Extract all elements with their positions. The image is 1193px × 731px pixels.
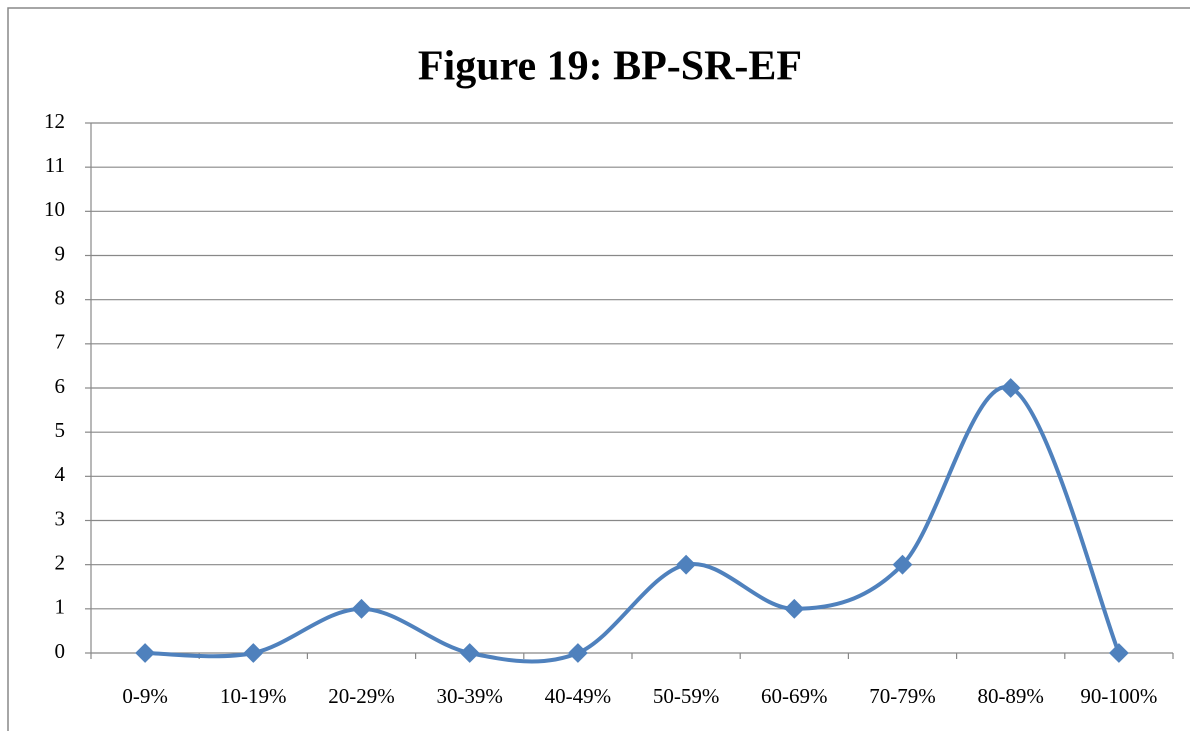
- marker: [243, 643, 264, 663]
- y-tick-label: 8: [55, 285, 66, 309]
- x-tick-label: 60-69%: [761, 684, 828, 708]
- x-tick-label: 20-29%: [328, 684, 395, 708]
- marker: [784, 598, 805, 619]
- marker: [676, 554, 696, 575]
- x-tick-label: 30-39%: [436, 684, 503, 708]
- y-tick-label: 10: [44, 197, 65, 221]
- y-tick-label: 12: [44, 109, 65, 133]
- line: [145, 385, 1121, 664]
- y-tick-label: 0: [55, 639, 66, 663]
- y-tick-label: 6: [55, 374, 66, 398]
- x-tick-label: 40-49%: [545, 684, 612, 708]
- x-tick-label: 70-79%: [869, 684, 936, 708]
- chart-frame: [7, 7, 1190, 731]
- y-tick-label: 9: [55, 241, 66, 265]
- marker: [135, 643, 155, 663]
- x-tick-label: 10-19%: [220, 684, 287, 708]
- chart-title: Figure 19: BP-SR-EF: [418, 44, 802, 90]
- marker: [1000, 378, 1021, 398]
- x-tick-label: 90-100%: [1080, 684, 1157, 708]
- y-tick-label: 4: [55, 462, 66, 486]
- x-tick-label: 0-9%: [122, 684, 168, 708]
- marker: [892, 554, 913, 575]
- y-tick-label: 1: [55, 595, 66, 619]
- y-tick-label: 2: [55, 550, 66, 574]
- marker: [1109, 643, 1129, 663]
- y-tick-label: 7: [55, 330, 66, 354]
- y-tick-label: 11: [45, 153, 65, 177]
- y-tick-label: 5: [55, 418, 66, 442]
- marker: [351, 598, 372, 619]
- y-tick-label: 3: [55, 506, 66, 530]
- marker: [459, 643, 480, 663]
- x-tick-label: 80-89%: [977, 684, 1044, 708]
- x-tick-label: 50-59%: [653, 684, 720, 708]
- marker: [568, 643, 588, 663]
